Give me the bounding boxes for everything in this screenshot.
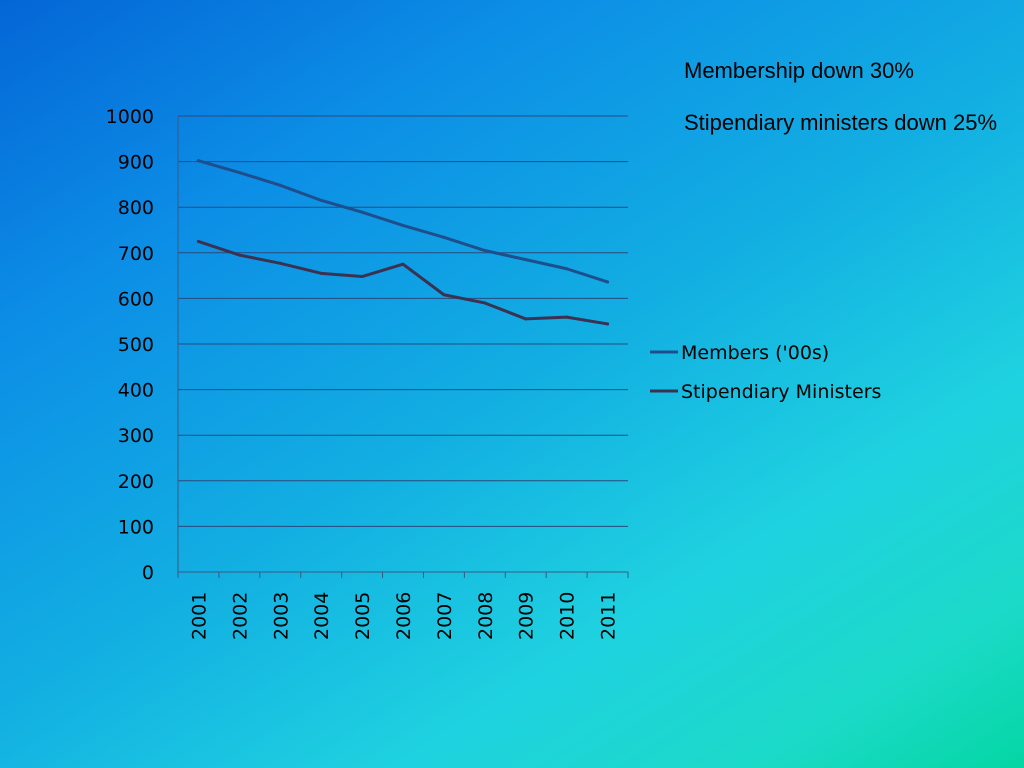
series-line-1 [196,239,610,326]
legend-label: Stipendiary Ministers [681,381,881,403]
series-0-point [196,159,200,163]
series-1-point [360,275,364,279]
y-tick-label: 400 [118,380,154,402]
x-tick-label: 2002 [229,592,251,640]
series-0-point [606,280,610,284]
y-tick-label: 900 [118,152,154,174]
gridlines [178,115,628,527]
series-0-point [483,249,487,253]
series-0-point [278,183,282,187]
x-tick-label: 2004 [311,592,333,640]
series-1-point [278,261,282,265]
y-tick-label: 100 [118,516,154,538]
series-1-point [237,253,241,257]
series-0-point [360,210,364,214]
series-1-point [401,262,405,266]
series-1-point [442,293,446,297]
membership-note: Membership down 30% [684,58,914,83]
y-tick-label: 600 [118,288,154,310]
x-tick-label: 2010 [557,592,579,640]
series-0-point [565,267,569,271]
y-tick-label: 500 [118,334,154,356]
series-0-point [401,223,405,227]
series-1-point [606,322,610,326]
x-tick-label: 2011 [598,592,620,640]
axes [177,116,629,578]
x-tick-label: 2003 [270,592,292,640]
y-tick-label: 0 [142,562,154,584]
ministers-note: Stipendiary ministers down 25% [684,110,998,135]
y-tick-label: 1000 [106,106,154,128]
series-1-point [483,301,487,305]
x-tick-labels: 2001 2002 2003 2004 2005 2006 2007 2008 2009 2010… [188,592,619,640]
legend-label: Members ('00s) [681,342,829,364]
series-0-point [319,198,323,202]
series-1-point [319,271,323,275]
series-lines [196,159,610,326]
x-tick-label: 2009 [516,592,538,640]
x-tick-label: 2008 [475,592,497,640]
x-tick-label: 2006 [393,592,415,640]
series-0-point [237,171,241,175]
y-tick-labels: 0 100 200 300 400 500 600 700 800 900 1000 [106,106,154,584]
y-tick-label: 700 [118,243,154,265]
series-1-point [565,315,569,319]
series-0-point [524,258,528,262]
series-1-point [196,239,200,243]
x-tick-label: 2007 [434,592,456,640]
slide-notes: Membership down 30% Stipendiary minister… [684,56,1004,160]
x-tick-label: 2005 [352,592,374,640]
series-1-point [524,317,528,321]
y-tick-label: 300 [118,425,154,447]
legend: Members ('00s) Stipendiary Ministers [650,342,881,403]
y-tick-label: 200 [118,471,154,493]
series-0-point [442,235,446,239]
x-tick-label: 2001 [188,592,210,640]
y-tick-label: 800 [118,197,154,219]
